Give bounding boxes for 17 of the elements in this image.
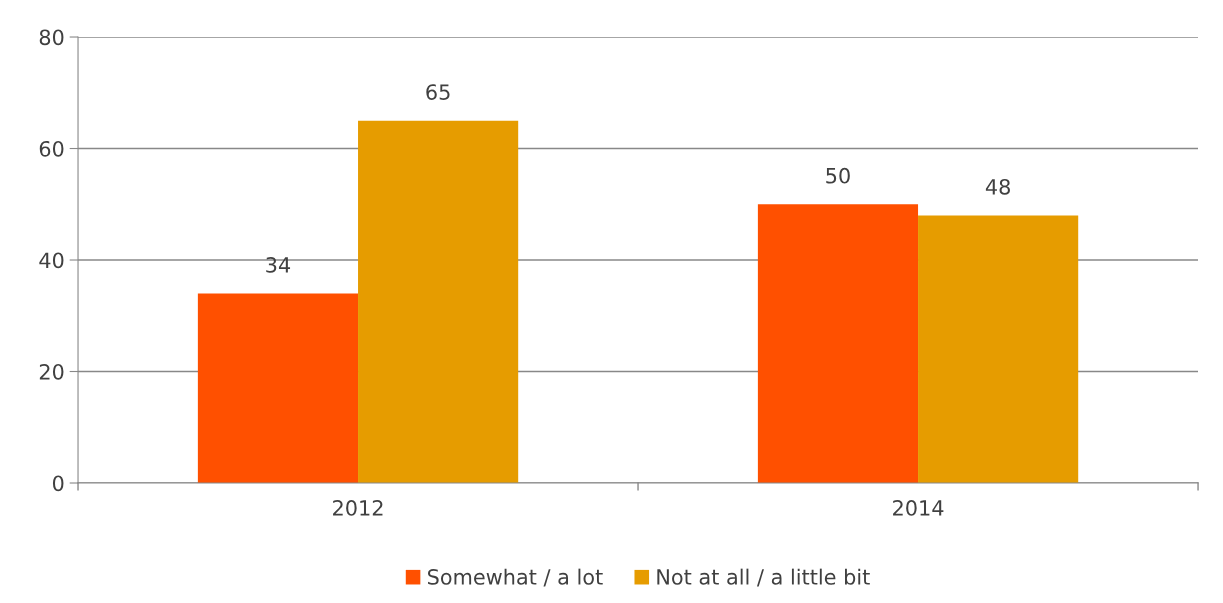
bar xyxy=(197,293,359,483)
y-tick-label: 80 xyxy=(39,29,64,46)
data-label: 48 xyxy=(985,178,1010,195)
legend-label: Somewhat / a lot xyxy=(427,568,603,587)
legend-label: Not at all / a little bit xyxy=(657,568,870,587)
bar xyxy=(757,204,919,483)
bar xyxy=(918,215,1079,483)
y-tick-label: 0 xyxy=(52,475,64,492)
bar xyxy=(358,120,519,483)
data-label: 65 xyxy=(426,84,450,100)
y-tick-label: 60 xyxy=(39,140,64,157)
y-tick-label: 20 xyxy=(39,363,64,380)
x-tick-label: 2012 xyxy=(333,500,383,516)
data-label: 34 xyxy=(266,257,291,273)
data-label: 50 xyxy=(826,167,850,184)
x-tick-label: 2014 xyxy=(893,500,944,516)
y-tick-label: 40 xyxy=(39,252,64,269)
